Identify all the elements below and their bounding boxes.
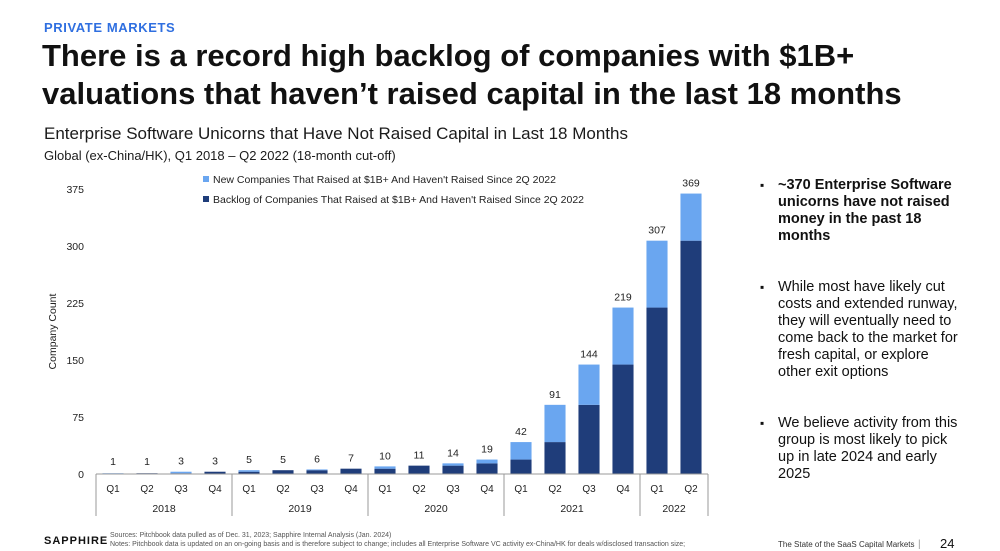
x-tick-label: Q3 xyxy=(446,484,460,495)
bar-segment xyxy=(680,240,702,474)
data-label: 307 xyxy=(648,225,666,237)
y-axis-label: Company Count xyxy=(47,293,59,369)
x-tick-label: Q4 xyxy=(616,484,630,495)
page-number: 24 xyxy=(940,536,955,551)
x-tick-label: Q2 xyxy=(276,484,290,495)
eyebrow-label: PRIVATE MARKETS xyxy=(44,20,176,35)
notes-line: Notes: Pitchbook data is updated on an o… xyxy=(110,541,686,548)
legend-label: Backlog of Companies That Raised at $1B+… xyxy=(213,194,584,206)
bar-segment xyxy=(646,240,668,308)
bar-segment xyxy=(340,468,362,474)
bullet-item: While most have likely cut costs and ext… xyxy=(760,279,960,381)
key-takeaways: ~370 Enterprise Software unicorns have n… xyxy=(760,177,960,483)
x-tick-label: Q3 xyxy=(310,484,324,495)
x-tick-label: Q4 xyxy=(208,484,222,495)
page-title: There is a record high backlog of compan… xyxy=(42,38,902,111)
year-label: 2022 xyxy=(662,503,686,515)
x-tick-label: Q2 xyxy=(412,484,426,495)
x-tick-label: Q2 xyxy=(140,484,154,495)
x-tick-label: Q4 xyxy=(480,484,494,495)
chart-subtitle: Global (ex-China/HK), Q1 2018 – Q2 2022 … xyxy=(44,148,396,163)
data-label: 1 xyxy=(110,456,116,468)
source-notes: Sources: Pitchbook data pulled as of Dec… xyxy=(110,531,750,549)
y-tick-label: 0 xyxy=(78,469,84,481)
bar-segment xyxy=(612,307,634,365)
bar-segment xyxy=(510,459,532,474)
bar-segment xyxy=(544,442,566,474)
bar-segment xyxy=(170,471,192,474)
data-label: 3 xyxy=(178,456,184,468)
data-label: 91 xyxy=(549,389,561,401)
legend-swatch xyxy=(203,196,209,202)
y-tick-label: 300 xyxy=(66,241,84,253)
y-tick-label: 150 xyxy=(66,355,84,367)
bar-segment xyxy=(306,470,328,474)
data-label: 369 xyxy=(682,178,700,190)
sources-line: Sources: Pitchbook data pulled as of Dec… xyxy=(110,532,392,539)
y-tick-label: 375 xyxy=(66,184,84,196)
bullet-item: ~370 Enterprise Software unicorns have n… xyxy=(760,177,960,245)
x-tick-label: Q3 xyxy=(582,484,596,495)
data-label: 219 xyxy=(614,292,632,304)
data-label: 5 xyxy=(280,454,286,466)
x-tick-label: Q1 xyxy=(650,484,664,495)
year-label: 2018 xyxy=(152,503,176,515)
bar-segment xyxy=(238,471,260,474)
data-label: 19 xyxy=(481,444,493,456)
bar-segment xyxy=(612,364,634,474)
bar-segment xyxy=(578,364,600,405)
bar-segment xyxy=(408,465,430,474)
bar-segment xyxy=(476,459,498,464)
bar-segment xyxy=(646,307,668,474)
year-label: 2021 xyxy=(560,503,584,515)
x-tick-label: Q3 xyxy=(174,484,188,495)
bar-segment xyxy=(306,469,328,471)
data-label: 3 xyxy=(212,456,218,468)
data-label: 11 xyxy=(414,450,425,462)
data-label: 14 xyxy=(447,447,459,459)
bar-segment xyxy=(510,442,532,460)
data-label: 5 xyxy=(246,454,252,466)
bar-segment xyxy=(204,471,226,474)
legend-label: New Companies That Raised at $1B+ And Ha… xyxy=(213,174,556,186)
year-label: 2020 xyxy=(424,503,448,515)
y-tick-label: 75 xyxy=(72,412,84,424)
x-tick-label: Q4 xyxy=(344,484,358,495)
bar-segment xyxy=(476,463,498,474)
x-tick-label: Q2 xyxy=(684,484,698,495)
bar-segment xyxy=(544,404,566,443)
bar-segment xyxy=(238,470,260,472)
footer-separator: | xyxy=(918,539,921,550)
x-tick-label: Q1 xyxy=(242,484,256,495)
bullet-item: We believe activity from this group is m… xyxy=(760,415,960,483)
bar-segment xyxy=(374,466,396,469)
x-tick-label: Q1 xyxy=(514,484,528,495)
deck-title: The State of the SaaS Capital Markets xyxy=(778,540,915,549)
x-tick-label: Q1 xyxy=(106,484,120,495)
chart-title: Enterprise Software Unicorns that Have N… xyxy=(44,124,628,143)
data-label: 42 xyxy=(515,426,527,438)
legend-swatch xyxy=(203,176,209,182)
data-label: 6 xyxy=(314,453,320,465)
brand-logo: SAPPHIRE xyxy=(44,535,109,547)
data-label: 10 xyxy=(379,450,391,462)
y-tick-label: 225 xyxy=(66,298,84,310)
x-tick-label: Q2 xyxy=(548,484,562,495)
bar-segment xyxy=(578,404,600,474)
data-label: 144 xyxy=(580,349,598,361)
data-label: 7 xyxy=(348,453,354,465)
x-tick-label: Q1 xyxy=(378,484,392,495)
bar-segment xyxy=(272,470,294,474)
data-label: 1 xyxy=(144,456,150,468)
bar-segment xyxy=(680,193,702,241)
bar-segment xyxy=(442,463,464,466)
year-label: 2019 xyxy=(288,503,312,515)
bar-segment xyxy=(442,465,464,474)
bar-segment xyxy=(374,468,396,474)
